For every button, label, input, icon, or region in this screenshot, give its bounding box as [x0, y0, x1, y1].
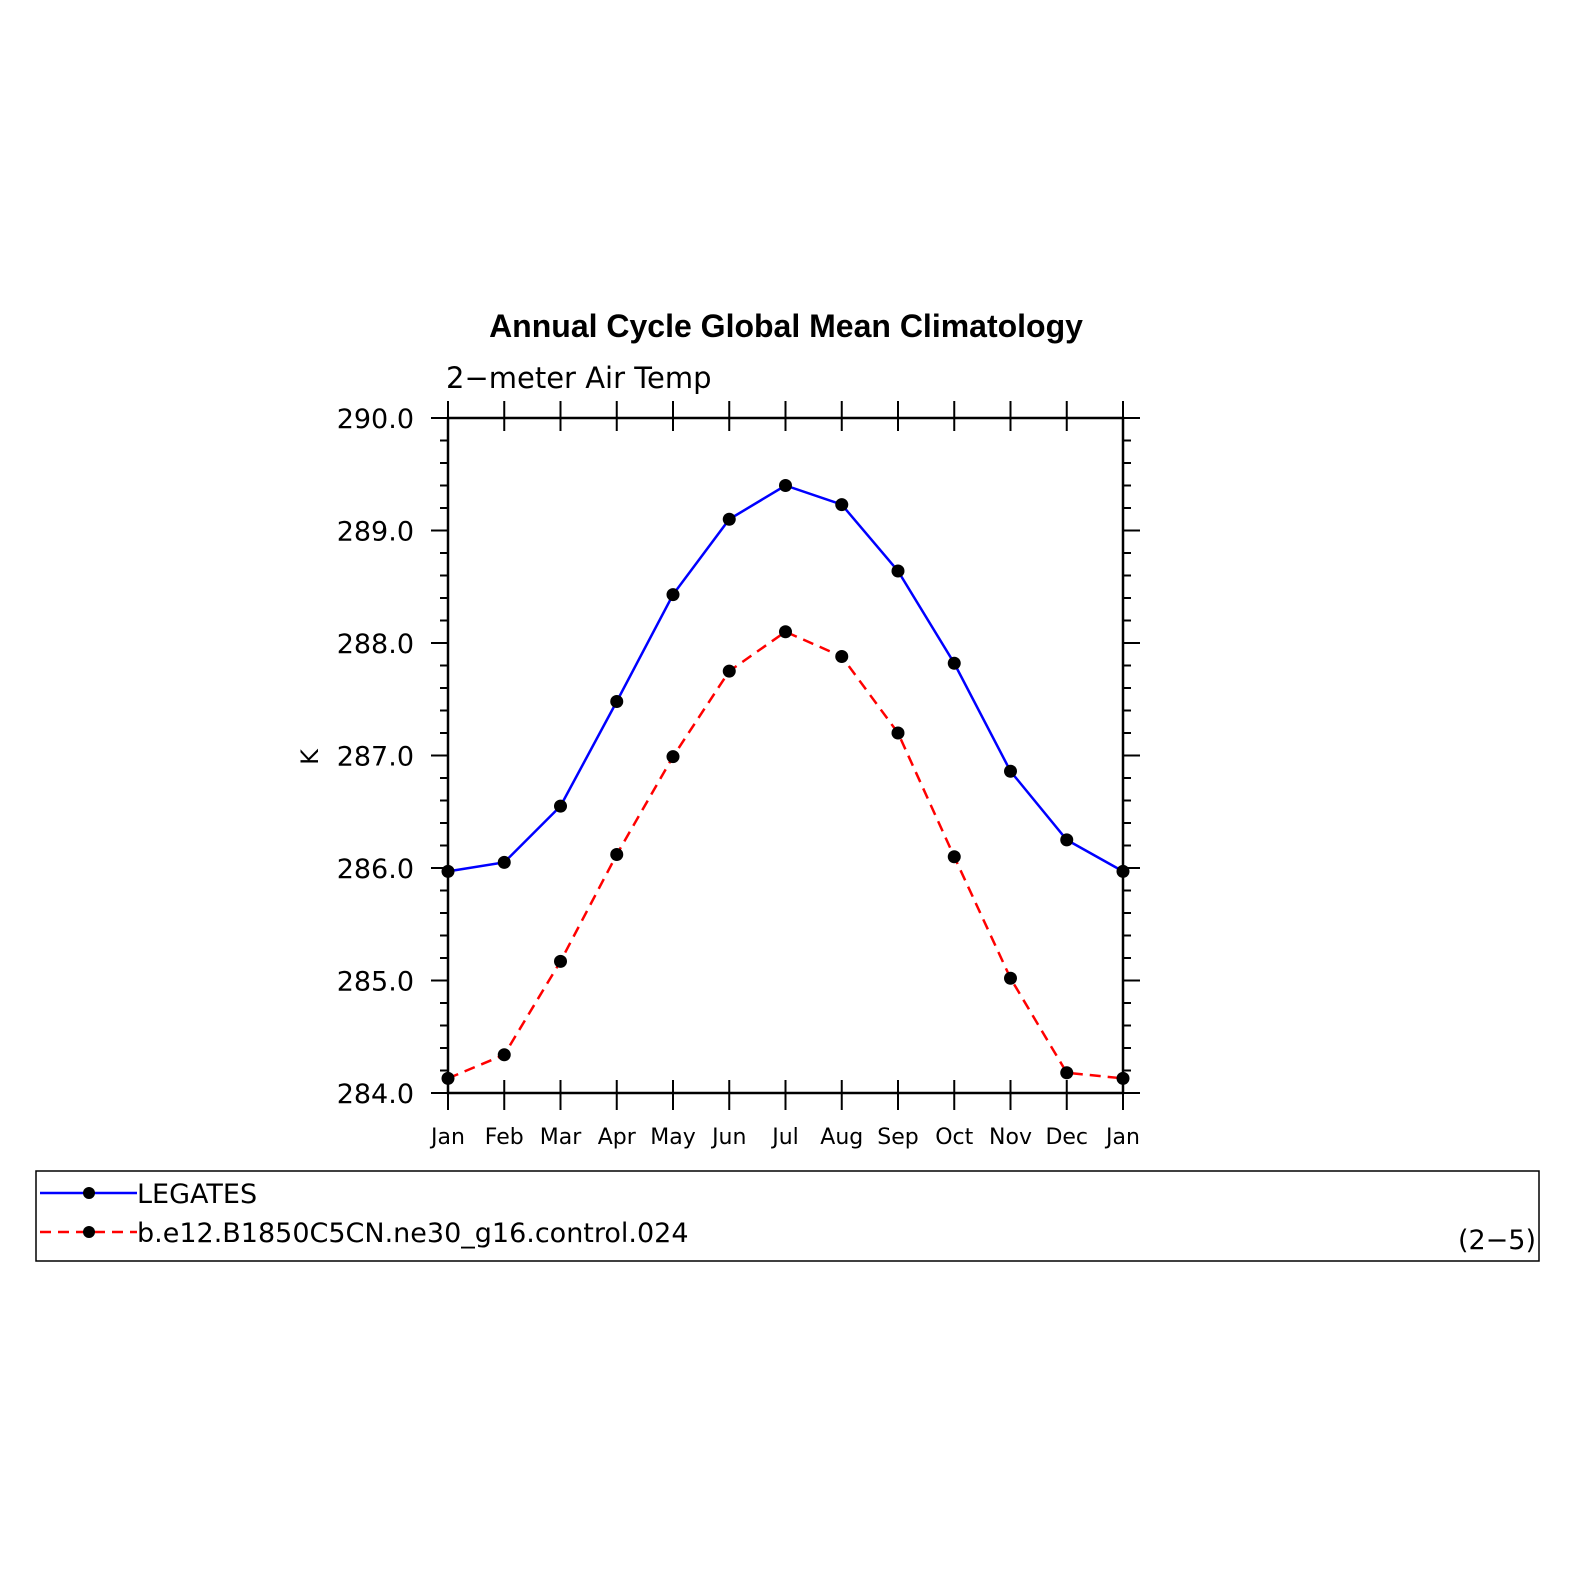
y-axis-label: K [296, 748, 324, 765]
y-tick-labels: 290.0 289.0 288.0 287.0 286.0 285.0 284.0 [337, 404, 414, 1110]
y-tick-label: 284.0 [337, 1079, 414, 1110]
series-1-point [1060, 833, 1074, 847]
legend-marker-2 [83, 1226, 95, 1238]
chart-subtitle: 2−meter Air Temp [446, 361, 712, 395]
x-tick-label: Aug [820, 1125, 863, 1150]
series-2-point [835, 650, 849, 663]
x-tick-labels: Jan Feb Mar Apr May Jun Jul Aug Sep Oct Nov Dec Jan [429, 1125, 1140, 1150]
x-tick-label: Dec [1045, 1125, 1088, 1150]
x-tick-label: Nov [989, 1125, 1032, 1150]
series-line-1 [447, 484, 1124, 873]
series-2-point [497, 1048, 511, 1062]
x-tick-label: Sep [877, 1125, 918, 1150]
legend-box [35, 1170, 1540, 1262]
series-1-point [1004, 764, 1017, 778]
series-1-point [891, 564, 905, 578]
series-2-point [947, 850, 961, 864]
y-tick-label: 290.0 [337, 404, 414, 435]
x-tick-label: Mar [540, 1125, 582, 1150]
series-2-point [1116, 1071, 1130, 1085]
series-1-point [835, 498, 849, 512]
series-2-point [666, 750, 680, 764]
series-1-point [947, 656, 961, 670]
x-tick-label: Jul [770, 1125, 799, 1150]
series-2-point [554, 954, 567, 968]
series-2-point [441, 1071, 455, 1085]
legend-marker-1 [83, 1187, 95, 1199]
x-tick-label: Feb [485, 1125, 524, 1150]
series-1-point [666, 588, 680, 602]
series-2-point [722, 664, 736, 678]
series-1-point [610, 695, 624, 708]
series-1-point [779, 479, 792, 492]
series-1-point [497, 855, 511, 869]
y-tick-label: 288.0 [337, 629, 414, 660]
y-tick-label: 286.0 [337, 854, 414, 885]
x-tick-label: Jan [429, 1125, 465, 1150]
series-1-point [554, 799, 567, 813]
series-2-point [1060, 1066, 1074, 1080]
y-tick-label: 289.0 [337, 517, 414, 548]
panel-label: (2−5) [1458, 1225, 1536, 1256]
series-layer [441, 479, 1130, 1085]
x-tick-label: May [650, 1125, 695, 1150]
x-tick-label: Oct [935, 1125, 973, 1150]
x-tick-label: Apr [598, 1125, 637, 1150]
legend-label-2: b.e12.B1850C5CN.ne30_g16.control.024 [137, 1218, 689, 1249]
series-1-point [722, 512, 736, 526]
series-2-point [779, 625, 792, 639]
series-1-point [441, 864, 455, 878]
legend: LEGATES b.e12.B1850C5CN.ne30_g16.control.… [40, 1179, 689, 1249]
chart-title: Annual Cycle Global Mean Climatology [489, 308, 1083, 344]
series-2-point [891, 726, 905, 740]
series-1-point [1116, 864, 1130, 878]
legend-label-1: LEGATES [137, 1179, 257, 1210]
series-line-2 [447, 630, 1124, 1080]
y-tick-label: 285.0 [337, 967, 414, 998]
series-2-point [610, 848, 624, 861]
plot-frame [446, 416, 1125, 1095]
axis-ticks [431, 401, 1140, 1110]
y-tick-label: 287.0 [337, 742, 414, 773]
x-tick-label: Jan [1104, 1125, 1140, 1150]
series-2-point [1004, 971, 1017, 985]
x-tick-label: Jun [710, 1125, 746, 1150]
